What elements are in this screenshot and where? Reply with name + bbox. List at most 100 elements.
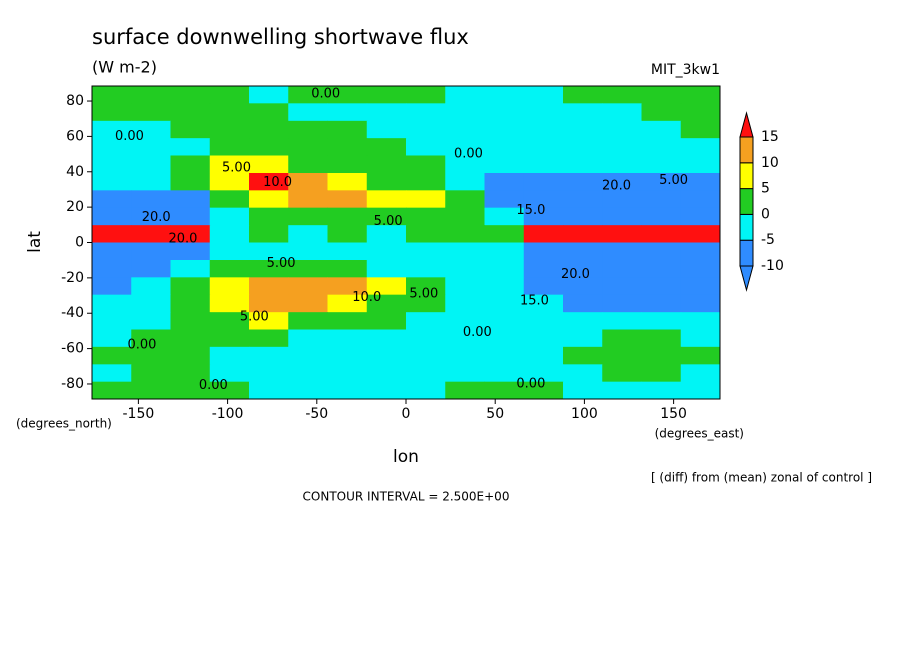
cell: [131, 103, 171, 122]
cell: [327, 207, 368, 226]
cell: [563, 381, 603, 400]
cell: [170, 364, 211, 383]
cell: [680, 190, 721, 209]
cell: [406, 260, 446, 278]
cell: [209, 381, 250, 400]
cell: [484, 138, 525, 156]
cell: [523, 277, 564, 296]
y-tick-label: 20: [66, 199, 84, 215]
cell: [288, 329, 328, 348]
cell: [288, 155, 328, 174]
cell: [209, 329, 250, 348]
cell: [92, 138, 132, 156]
y-tick-label: -80: [61, 376, 84, 392]
cell: [209, 155, 250, 174]
cell: [170, 277, 211, 296]
cell: [680, 381, 721, 400]
cell: [484, 242, 525, 261]
cell: [92, 329, 132, 348]
cell: [327, 225, 368, 243]
cell: [288, 225, 328, 243]
cell: [563, 207, 603, 226]
cell: [563, 103, 603, 122]
cell: [209, 173, 250, 191]
cell: [288, 294, 328, 313]
cell: [131, 312, 171, 331]
cell: [209, 260, 250, 278]
cell: [445, 346, 485, 365]
cell: [406, 329, 446, 348]
cell: [131, 294, 171, 313]
cell: [327, 155, 368, 174]
cell: [288, 207, 328, 226]
colorbar-label: 0: [761, 206, 770, 222]
cell: [131, 364, 171, 383]
cell: [484, 86, 525, 104]
contour-label: 5.00: [240, 309, 269, 324]
cell: [131, 242, 171, 261]
colorbar-label: 5: [761, 181, 770, 197]
cell: [563, 155, 603, 174]
cell: [288, 86, 328, 104]
cell: [484, 294, 525, 313]
x-tick-label: 50: [486, 406, 504, 422]
cell: [209, 207, 250, 226]
cell: [249, 364, 289, 383]
cell: [131, 260, 171, 278]
cell: [92, 155, 132, 174]
contour-label: 0.00: [115, 129, 144, 144]
chart-subtitle: (W m-2): [92, 58, 157, 77]
cell: [445, 120, 485, 139]
cell: [92, 207, 132, 226]
cell: [249, 225, 289, 243]
cell: [288, 103, 328, 122]
x-tick-label: -50: [305, 406, 328, 422]
cell: [249, 242, 289, 261]
cell: [445, 294, 485, 313]
cell: [249, 190, 289, 209]
cell: [406, 225, 446, 243]
cell: [366, 312, 407, 331]
y-units: (degrees_north): [16, 417, 112, 431]
cell: [445, 381, 485, 400]
cell: [484, 173, 525, 191]
cell: [366, 329, 407, 348]
contour-label: 0.00: [127, 338, 156, 353]
cell: [680, 86, 721, 104]
cell: [366, 364, 407, 383]
cell: [131, 86, 171, 104]
cell: [170, 103, 211, 122]
cell: [602, 329, 642, 348]
cell: [641, 120, 682, 139]
cell: [680, 120, 721, 139]
cell: [641, 103, 682, 122]
cell: [641, 190, 682, 209]
cell: [563, 277, 603, 296]
cell: [327, 103, 368, 122]
cell: [209, 242, 250, 261]
cell: [366, 103, 407, 122]
cell: [406, 242, 446, 261]
cell: [170, 346, 211, 365]
cell: [327, 86, 368, 104]
cell: [602, 190, 642, 209]
cell: [209, 225, 250, 243]
cell: [170, 329, 211, 348]
contour-note: CONTOUR INTERVAL = 2.500E+00: [303, 490, 510, 504]
cell: [288, 364, 328, 383]
cell: [327, 294, 368, 313]
cell: [249, 155, 289, 174]
cell: [641, 173, 682, 191]
cell: [92, 364, 132, 383]
cell: [327, 120, 368, 139]
cell: [170, 173, 211, 191]
cell: [170, 120, 211, 139]
cell: [484, 155, 525, 174]
cell: [406, 207, 446, 226]
y-tick-label: -20: [61, 270, 84, 286]
contour-label: 5.00: [267, 256, 296, 271]
cell: [406, 364, 446, 383]
cell: [170, 260, 211, 278]
cell: [563, 242, 603, 261]
colorbar-high: [739, 111, 754, 138]
